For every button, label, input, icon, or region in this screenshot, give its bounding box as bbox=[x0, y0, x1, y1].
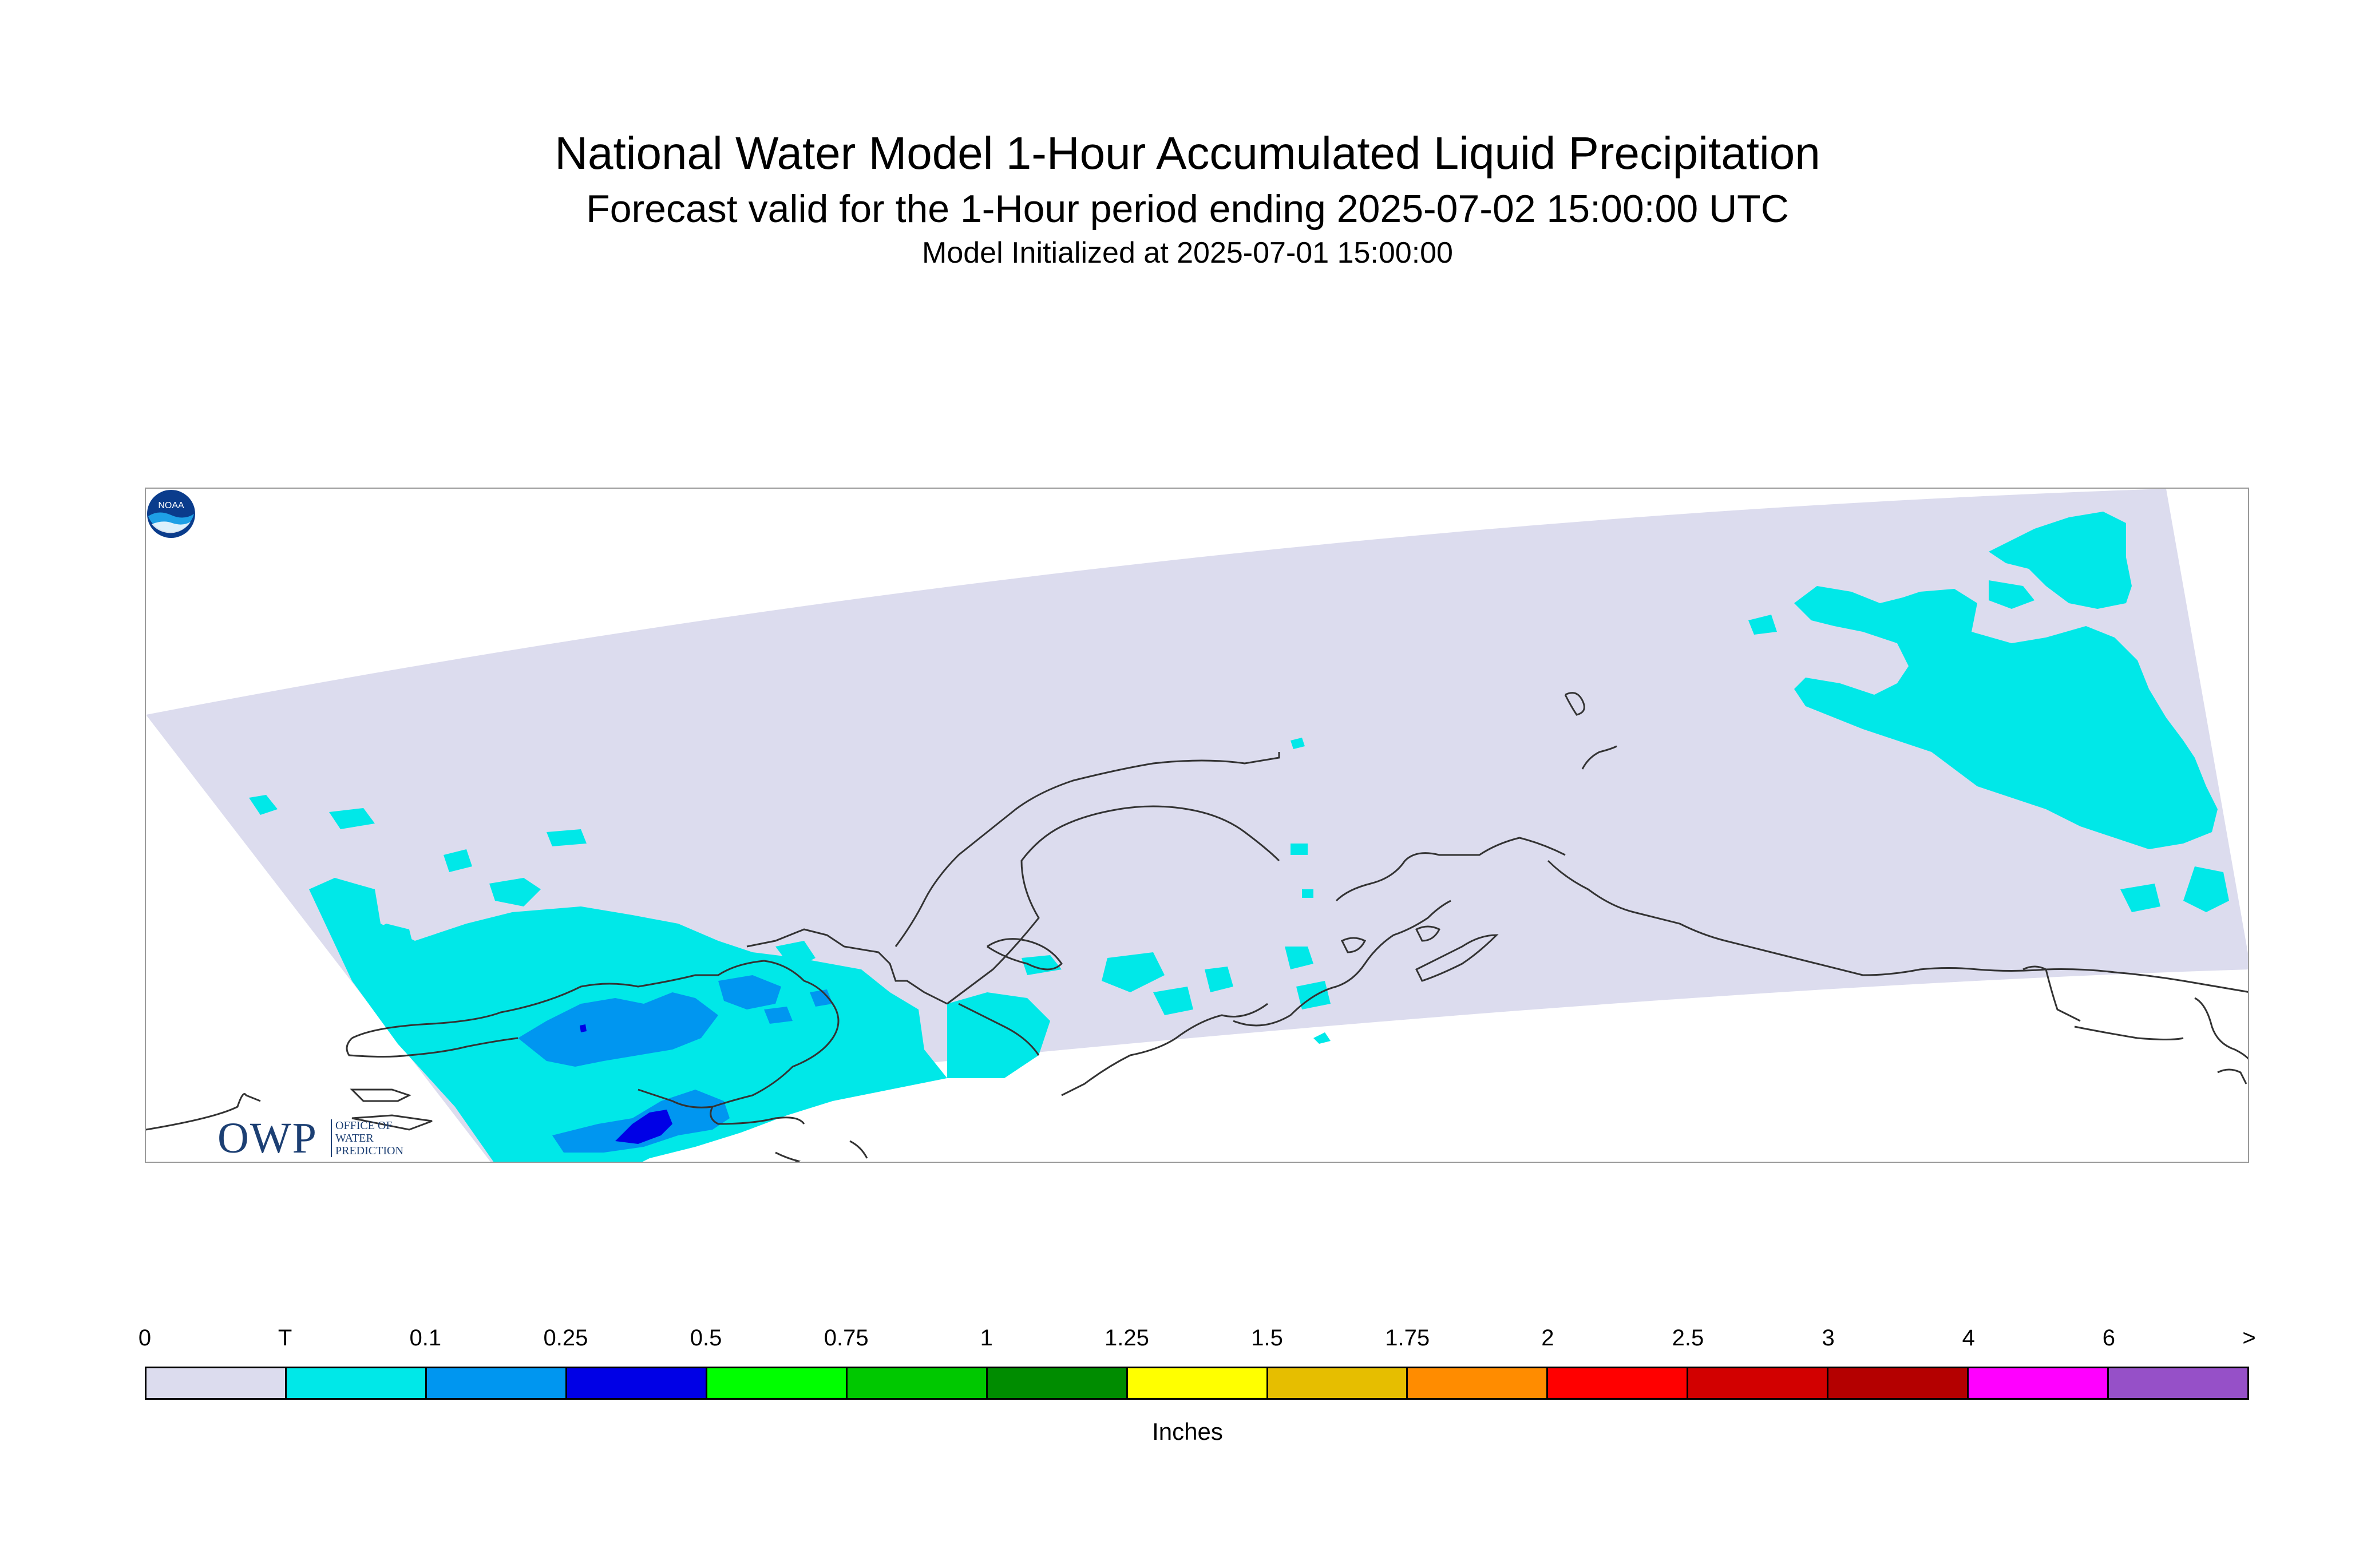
legend-tick-labels: 0 T 0.1 0.25 0.5 0.75 1 1.25 1.5 1.75 2 2.5 3 4 6 > bbox=[138, 1325, 2256, 1354]
svg-text:NOAA: NOAA bbox=[158, 501, 184, 510]
legend-swatch bbox=[1408, 1368, 1549, 1398]
legend-tick-label: 1.25 bbox=[1104, 1325, 1149, 1351]
legend-swatch bbox=[1127, 1368, 1268, 1398]
legend-tick-label: 1.75 bbox=[1385, 1325, 1430, 1351]
legend-swatch bbox=[1688, 1368, 1829, 1398]
legend-swatch bbox=[147, 1368, 287, 1398]
legend-tick-label: T bbox=[278, 1325, 292, 1351]
legend-swatch bbox=[1969, 1368, 2109, 1398]
legend-swatch bbox=[286, 1368, 427, 1398]
legend-swatch bbox=[847, 1368, 988, 1398]
legend-tick-label: 4 bbox=[1962, 1325, 1975, 1351]
legend-tick-label: 1.5 bbox=[1251, 1325, 1283, 1351]
legend-swatch bbox=[707, 1368, 848, 1398]
owp-logo-mark: OWP bbox=[217, 1114, 318, 1162]
legend-swatch bbox=[987, 1368, 1128, 1398]
legend-tick-label: 0.25 bbox=[543, 1325, 588, 1351]
map-canvas bbox=[146, 489, 2248, 1162]
owp-logo-line-1: OFFICE OF bbox=[335, 1119, 393, 1132]
legend-swatch bbox=[1268, 1368, 1408, 1398]
owp-logo-line-3: PREDICTION bbox=[335, 1145, 403, 1157]
legend-tick-label: 0.5 bbox=[690, 1325, 722, 1351]
owp-logo-line-2: WATER bbox=[335, 1132, 374, 1145]
legend-tick-label: 0.75 bbox=[824, 1325, 869, 1351]
legend-swatch bbox=[1548, 1368, 1689, 1398]
map-title: National Water Model 1-Hour Accumulated … bbox=[555, 128, 1820, 179]
legend-tick-label: 0.1 bbox=[409, 1325, 442, 1351]
legend-tick-label: 2 bbox=[1541, 1325, 1554, 1351]
owp-logo-text: OFFICE OF WATER PREDICTION bbox=[331, 1119, 403, 1157]
legend-colorbar bbox=[145, 1367, 2249, 1400]
heavy-precip-areas bbox=[580, 1024, 672, 1144]
legend-tick-label: 0 bbox=[138, 1325, 152, 1351]
coastlines bbox=[146, 692, 2248, 1162]
legend-tick-label: 2.5 bbox=[1672, 1325, 1704, 1351]
legend-tick-label: 3 bbox=[1822, 1325, 1835, 1351]
legend-tick-label: 6 bbox=[2102, 1325, 2115, 1351]
legend-units-label: Inches bbox=[1152, 1418, 1223, 1445]
legend-tick-label: > bbox=[2242, 1325, 2256, 1351]
legend-swatch bbox=[426, 1368, 567, 1398]
forecast-valid-subtitle: Forecast valid for the 1-Hour period end… bbox=[586, 187, 1789, 231]
legend-swatch bbox=[1828, 1368, 1969, 1398]
legend-swatch bbox=[2109, 1368, 2248, 1398]
legend-swatch bbox=[567, 1368, 707, 1398]
model-init-line: Model Initialized at 2025-07-01 15:00:00 bbox=[922, 236, 1453, 270]
precipitation-map: OWP OFFICE OF WATER PREDICTION NOAA bbox=[145, 488, 2249, 1163]
noaa-logo: NOAA bbox=[147, 490, 195, 538]
legend-tick-label: 1 bbox=[980, 1325, 993, 1351]
